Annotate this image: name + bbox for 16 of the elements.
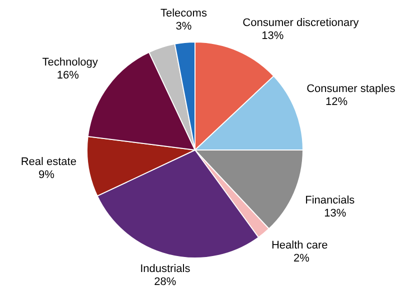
- slice-label: Industrials: [140, 263, 191, 276]
- data-label: 2%: [294, 252, 310, 264]
- slice-label: Health care: [271, 239, 328, 252]
- slice-label: Financials: [305, 194, 356, 207]
- slice-label: Consumer discretionary: [242, 16, 360, 29]
- data-label: 12%: [326, 96, 348, 108]
- data-label: 16%: [56, 69, 80, 82]
- data-label: 28%: [154, 276, 176, 288]
- data-label: 13%: [324, 208, 346, 220]
- slice-label: Real estate: [20, 156, 76, 168]
- data-label: 13%: [262, 30, 284, 42]
- data-label: 9%: [38, 168, 55, 181]
- slice-label: Consumer staples: [306, 82, 396, 95]
- slice-label: Technology: [42, 56, 98, 68]
- data-label: 3%: [176, 20, 192, 33]
- slice-label: Telecoms: [160, 8, 208, 20]
